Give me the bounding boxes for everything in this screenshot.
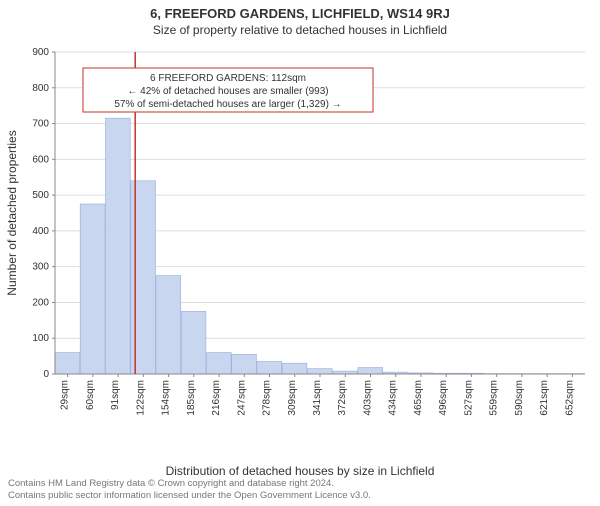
info-line-3: 57% of semi-detached houses are larger (… (114, 99, 341, 110)
x-tick-label: 403sqm (362, 380, 373, 416)
x-tick-label: 216sqm (211, 380, 222, 416)
x-tick-label: 91sqm (110, 380, 121, 410)
histogram-bar (257, 361, 282, 374)
histogram-bar (156, 276, 181, 374)
x-tick-label: 372sqm (337, 380, 348, 416)
chart-subtitle: Size of property relative to detached ho… (0, 23, 600, 37)
y-tick-label: 200 (32, 297, 49, 308)
y-tick-label: 400 (32, 226, 49, 237)
y-tick-label: 500 (32, 190, 49, 201)
x-tick-label: 309sqm (287, 380, 298, 416)
y-axis-label: Number of detached properties (5, 130, 19, 295)
x-tick-label: 434sqm (388, 380, 399, 416)
y-tick-label: 300 (32, 262, 49, 273)
x-tick-label: 496sqm (438, 380, 449, 416)
histogram-bar (181, 311, 206, 374)
histogram-bar (282, 363, 307, 374)
histogram-bar (358, 368, 383, 374)
y-tick-label: 700 (32, 119, 49, 130)
x-tick-label: 621sqm (539, 380, 550, 416)
histogram-bar (232, 354, 257, 374)
x-tick-label: 278sqm (262, 380, 273, 416)
chart-title: 6, FREEFORD GARDENS, LICHFIELD, WS14 9RJ (0, 6, 600, 21)
histogram-bar (105, 118, 130, 374)
x-tick-label: 341sqm (312, 380, 323, 416)
y-tick-label: 600 (32, 154, 49, 165)
histogram-svg: 0 100 200 300 400 500 600 700 800 900 29sqm 60sqm 91… (0, 44, 600, 444)
footer-attribution: Contains HM Land Registry data © Crown c… (8, 478, 371, 502)
chart-area: 0 100 200 300 400 500 600 700 800 900 29sqm 60sqm 91… (0, 44, 600, 444)
x-tick-label: 652sqm (564, 380, 575, 416)
info-line-2: ← 42% of detached houses are smaller (99… (127, 86, 328, 97)
info-line-1: 6 FREEFORD GARDENS: 112sqm (150, 73, 306, 84)
footer-line-2: Contains public sector information licen… (8, 490, 371, 502)
x-tick-label: 122sqm (135, 380, 146, 416)
footer-line-1: Contains HM Land Registry data © Crown c… (8, 478, 371, 490)
y-tick-label: 100 (32, 333, 49, 344)
x-tick-label: 465sqm (413, 380, 424, 416)
y-tick-label: 900 (32, 47, 49, 58)
histogram-bar (307, 369, 332, 374)
x-axis-label: Distribution of detached houses by size … (0, 464, 600, 478)
x-tick-label: 60sqm (85, 380, 96, 410)
x-tick-label: 247sqm (236, 380, 247, 416)
x-tick-label: 185sqm (186, 380, 197, 416)
x-tick-label: 590sqm (514, 380, 525, 416)
histogram-bar (206, 353, 231, 374)
x-tick-label: 29sqm (60, 380, 71, 410)
x-tick-label: 154sqm (161, 380, 172, 416)
x-tick-label: 559sqm (489, 380, 500, 416)
histogram-bar (55, 353, 80, 374)
y-tick-label: 0 (43, 369, 49, 380)
y-tick-label: 800 (32, 83, 49, 94)
histogram-bar (80, 204, 105, 374)
x-tick-label: 527sqm (463, 380, 474, 416)
histogram-bar (131, 181, 156, 374)
